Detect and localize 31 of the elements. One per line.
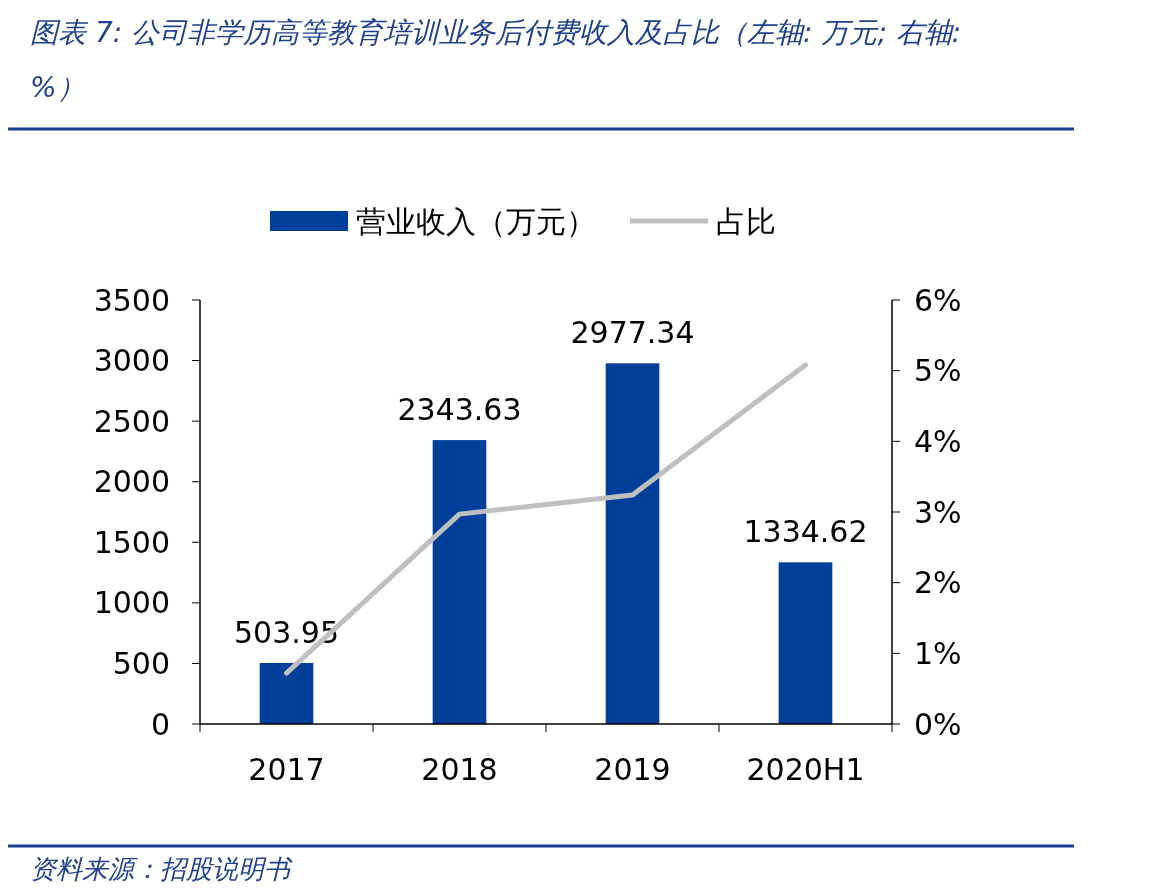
y-tick-label: 1500: [93, 524, 170, 560]
x-tick-label: 2020H1: [746, 752, 865, 787]
y-tick-label: 500: [112, 645, 170, 681]
x-tick-label: 2018: [421, 752, 498, 787]
y2-tick-label: 3%: [914, 494, 962, 530]
y-tick-label: 2500: [93, 403, 170, 439]
x-tick-label: 2017: [248, 752, 325, 787]
data-label: 2977.34: [570, 315, 695, 351]
y2-tick-label: 2%: [914, 565, 962, 601]
y-tick-label: 1000: [93, 585, 170, 621]
y-tick-label: 3000: [93, 343, 170, 379]
legend-label: 占比: [716, 203, 776, 239]
data-label: 503.95: [234, 614, 339, 650]
bar: [605, 363, 660, 724]
bar: [778, 562, 833, 724]
y-tick-label: 2000: [93, 464, 170, 500]
chart-title: 图表 7: 公司非学历高等教育培训业务后付费收入及占比（左轴: 万元; 右轴: %）: [30, 16, 962, 104]
y2-tick-label: 6%: [914, 282, 962, 318]
text: 资料来源：招股说明书: [30, 854, 293, 884]
y2-tick-label: 0%: [914, 706, 962, 742]
y2-tick-label: 4%: [914, 423, 962, 459]
y2-tick-label: 1%: [914, 635, 962, 671]
bar: [432, 440, 487, 724]
y-tick-label: 0: [150, 706, 170, 742]
data-label: 2343.63: [397, 392, 522, 428]
legend-label: 营业收入（万元）: [356, 203, 596, 239]
y2-tick-label: 5%: [914, 353, 962, 389]
data-label: 1334.62: [743, 514, 868, 550]
x-tick-label: 2019: [594, 752, 671, 787]
y-tick-label: 3500: [93, 282, 170, 318]
bar: [259, 662, 314, 724]
